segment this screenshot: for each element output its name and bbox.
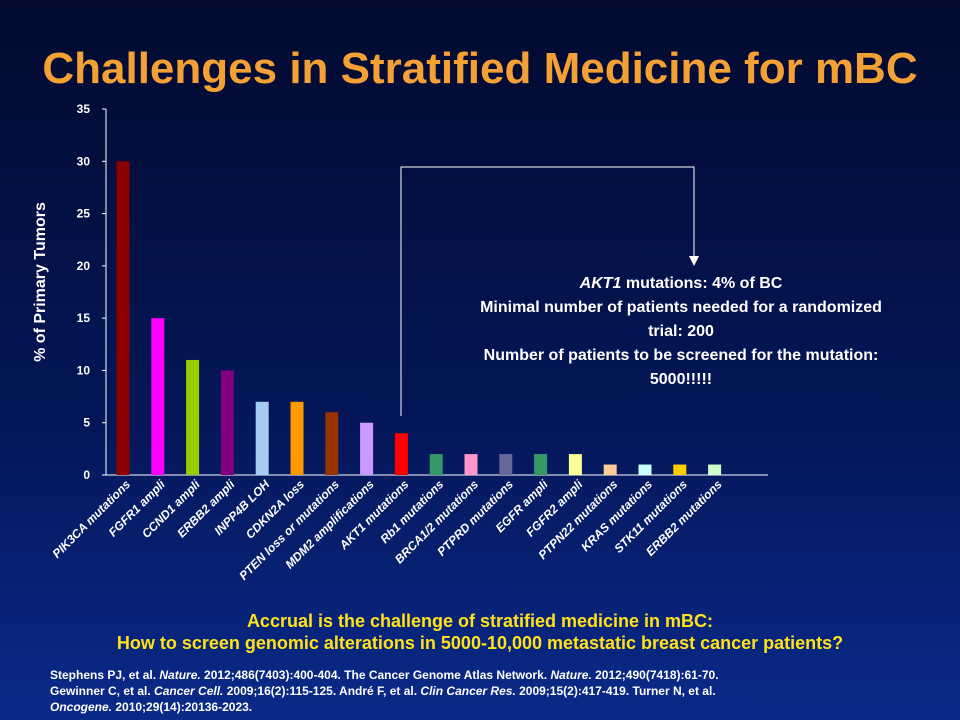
accrual-line-2: How to screen genomic alterations in 500… bbox=[116, 633, 844, 653]
bar bbox=[464, 454, 478, 475]
annotation-line-2: Minimal number of patients needed for a … bbox=[480, 299, 882, 340]
ref-text: 2009;15(2):417-419. Turner N, et al. bbox=[515, 684, 716, 698]
ref-text: Stephens PJ, et al. bbox=[50, 668, 160, 682]
bar bbox=[603, 464, 617, 475]
ref-text: 2012;486(7403):400-404. The Cancer Genom… bbox=[200, 668, 551, 682]
bar bbox=[568, 454, 582, 475]
ref-text: 2010;29(14):20136-2023. bbox=[112, 700, 253, 714]
accrual-line-1: Accrual is the challenge of stratified m… bbox=[246, 611, 714, 631]
bar bbox=[708, 464, 722, 475]
y-tick-label: 10 bbox=[77, 363, 91, 377]
bar bbox=[673, 464, 687, 475]
references: Stephens PJ, et al. Nature. 2012;486(740… bbox=[50, 667, 930, 715]
bar bbox=[186, 359, 200, 475]
bar bbox=[220, 370, 234, 475]
akt1-annotation: AKT1 mutations: 4% of BC Minimal number … bbox=[468, 272, 894, 392]
annotation-arrow-connector bbox=[400, 166, 695, 416]
ref-text: Gewinner C, et al. bbox=[50, 684, 155, 698]
y-tick-label: 15 bbox=[77, 311, 91, 325]
y-tick-label: 30 bbox=[77, 154, 91, 168]
y-tick-label: 35 bbox=[77, 102, 91, 116]
ref-journal: Oncogene. bbox=[50, 700, 113, 714]
y-tick-label: 5 bbox=[83, 416, 90, 430]
accrual-statement: Accrual is the challenge of stratified m… bbox=[0, 610, 960, 654]
annotation-gene: AKT1 bbox=[579, 275, 622, 292]
annotation-line-3: Number of patients to be screened for th… bbox=[483, 347, 879, 388]
bar bbox=[255, 401, 269, 475]
bar bbox=[638, 464, 652, 475]
annotation-arrowhead bbox=[689, 256, 699, 266]
bar bbox=[290, 401, 304, 475]
slide-title: Challenges in Stratified Medicine for mB… bbox=[42, 44, 918, 93]
annotation-line-1-rest: mutations: 4% of BC bbox=[621, 275, 783, 292]
ref-text: 2009;16(2):115-125. André F, et al. bbox=[223, 684, 421, 698]
y-tick-label: 20 bbox=[77, 259, 91, 273]
ref-journal: Clin Cancer Res. bbox=[420, 684, 516, 698]
y-tick-label: 25 bbox=[77, 207, 91, 221]
ref-journal: Nature. bbox=[159, 668, 201, 682]
bar bbox=[360, 422, 374, 475]
bar bbox=[499, 454, 513, 475]
ref-journal: Nature. bbox=[550, 668, 592, 682]
bar bbox=[394, 433, 408, 475]
y-tick-label: 0 bbox=[83, 468, 90, 482]
ref-text: 2012;490(7418):61-70. bbox=[591, 668, 719, 682]
ref-journal: Cancer Cell. bbox=[154, 684, 224, 698]
bar bbox=[325, 412, 339, 475]
bar bbox=[534, 454, 548, 475]
annotation-line-1: AKT1 mutations: 4% of BC bbox=[468, 272, 894, 296]
y-axis-label: % of Primary Tumors bbox=[32, 202, 49, 362]
bar bbox=[116, 161, 130, 476]
bar bbox=[151, 318, 165, 475]
bar bbox=[429, 454, 443, 475]
